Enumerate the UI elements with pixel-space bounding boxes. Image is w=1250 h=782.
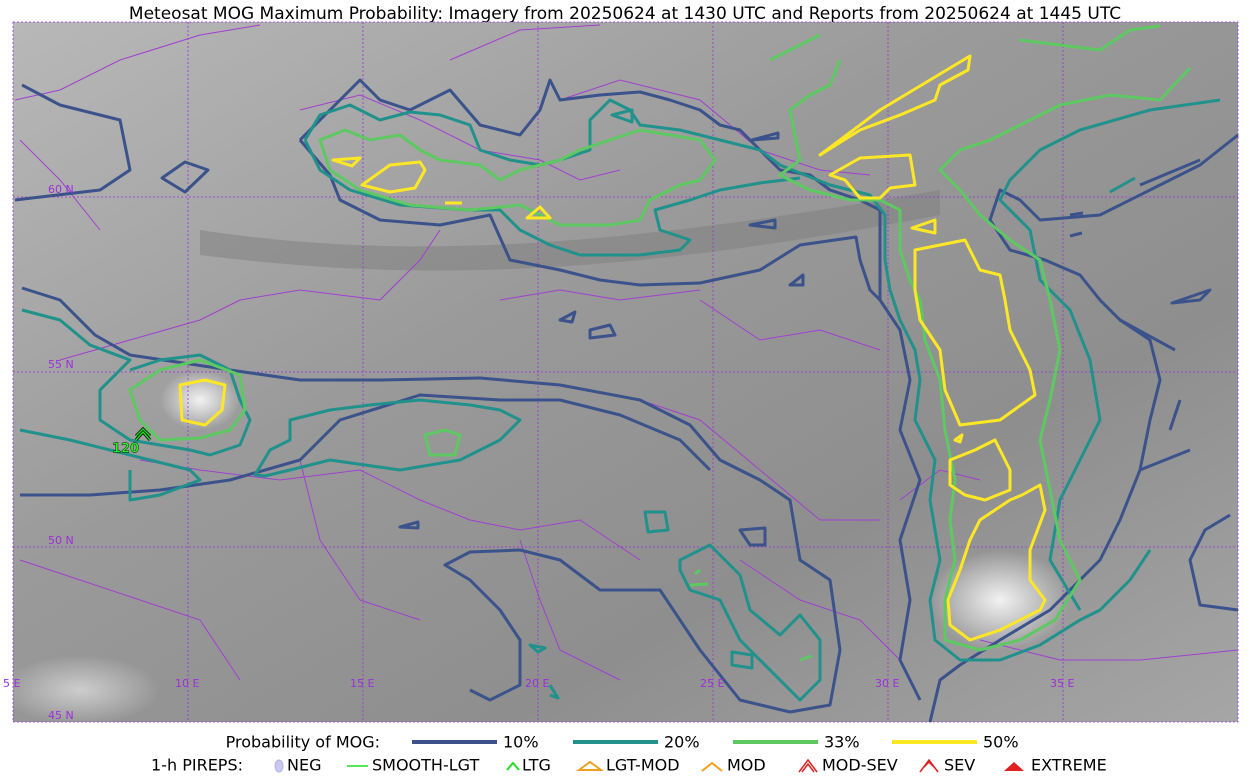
legend-label: 33% — [824, 733, 860, 752]
legend-label: NEG — [287, 756, 321, 775]
mod-sev-icon — [798, 758, 818, 773]
map-frame — [12, 21, 1239, 723]
legend-label: EXTREME — [1031, 756, 1107, 775]
lon-labels: 5 E 10 E 15 E 20 E 25 E 30 E 35 E — [3, 677, 1074, 690]
lon-label: 30 E — [875, 677, 899, 690]
lat-label: 50 N — [48, 534, 74, 547]
pirep-altitude: 120 — [112, 442, 139, 457]
lat-label: 45 N — [48, 709, 74, 722]
dark-band — [200, 190, 940, 271]
lat-label: 60 N — [48, 183, 74, 196]
lat-labels: 60 N 55 N 50 N 45 N — [48, 183, 74, 722]
extreme-icon — [1004, 762, 1024, 771]
cloud — [0, 655, 160, 725]
lon-label: 10 E — [175, 677, 199, 690]
lon-label: 35 E — [1050, 677, 1074, 690]
lon-label: 20 E — [525, 677, 549, 690]
sev-icon — [919, 758, 939, 773]
legend-label: 50% — [983, 733, 1019, 752]
neg-icon — [274, 759, 284, 773]
lgt-mod-icon — [575, 760, 605, 771]
lon-label: 25 E — [700, 677, 724, 690]
lon-label: 5 E — [3, 677, 20, 690]
legend-label: LGT-MOD — [606, 756, 680, 775]
map: 60 N 55 N 50 N 45 N 5 E 10 E 15 E 20 E 2… — [0, 21, 1239, 725]
legend-label: MOD — [727, 756, 766, 775]
ltg-icon — [506, 761, 520, 771]
mod-icon — [701, 761, 723, 772]
legend-title: 1-h PIREPS: — [151, 756, 243, 775]
legend-label: MOD-SEV — [822, 756, 898, 775]
pirep-icon — [135, 427, 151, 441]
title: Meteosat MOG Maximum Probability: Imager… — [129, 4, 1121, 24]
legend-title: Probability of MOG: — [226, 733, 380, 752]
lon-label: 15 E — [350, 677, 374, 690]
legend-label: SMOOTH-LGT — [372, 756, 479, 775]
cloud — [930, 550, 1070, 650]
cloud — [160, 370, 240, 430]
legend-label: SEV — [944, 756, 975, 775]
pirep-report: 120 — [112, 426, 152, 457]
legend-label: 20% — [664, 733, 700, 752]
legend-label: 10% — [503, 733, 539, 752]
contours — [14, 24, 1239, 723]
lat-label: 55 N — [48, 358, 74, 371]
legend: Probability of MOG: 1-h PIREPS: 10% 20% 33… — [151, 733, 1107, 775]
legend-label: LTG — [522, 756, 551, 775]
